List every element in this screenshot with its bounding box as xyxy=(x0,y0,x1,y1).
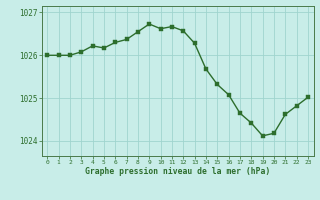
X-axis label: Graphe pression niveau de la mer (hPa): Graphe pression niveau de la mer (hPa) xyxy=(85,167,270,176)
